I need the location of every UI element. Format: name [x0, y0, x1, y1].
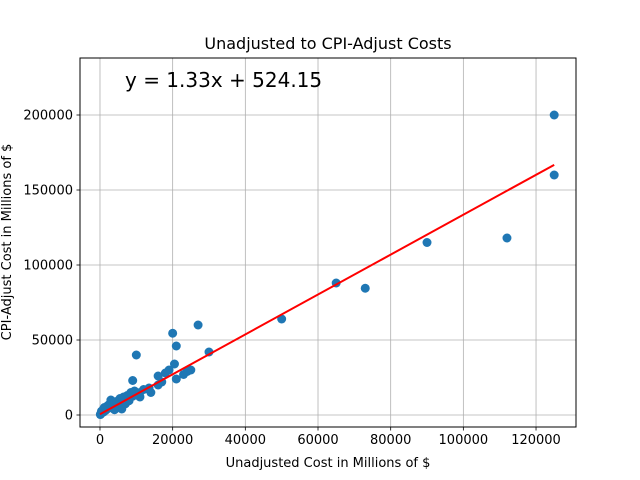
grid-lines [80, 58, 576, 427]
data-point [131, 350, 141, 360]
x-axis-ticks: 0 20000 40000 60000 80000 100000 120000 [96, 427, 561, 448]
y-axis-label: CPI-Adjust Cost in Millions of $ [0, 144, 15, 341]
data-point [549, 170, 559, 180]
fit-line [99, 163, 555, 416]
y-axis-ticks: 0 50000 100000 150000 200000 [23, 109, 80, 424]
data-point [153, 371, 163, 381]
chart-title: Unadjusted to CPI-Adjust Costs [204, 34, 451, 53]
data-point [169, 359, 179, 369]
x-tick-label: 100000 [439, 433, 489, 448]
y-tick-label: 0 [65, 409, 73, 424]
data-point [135, 392, 145, 402]
x-axis-label: Unadjusted Cost in Millions of $ [226, 456, 431, 471]
data-point [179, 370, 189, 379]
y-tick-label: 150000 [23, 184, 73, 199]
fit-line-layer [99, 163, 555, 416]
data-point [171, 374, 181, 384]
data-point [160, 368, 170, 378]
data-point [171, 341, 181, 351]
x-tick-label: 60000 [297, 433, 338, 448]
x-tick-label: 40000 [225, 433, 266, 448]
plot-frame [79, 57, 577, 428]
data-point [502, 233, 512, 243]
x-tick-label: 0 [96, 433, 104, 448]
data-point [549, 110, 559, 120]
x-tick-label: 120000 [511, 433, 561, 448]
y-tick-label: 100000 [23, 259, 73, 274]
x-tick-label: 20000 [152, 433, 193, 448]
data-point [128, 376, 138, 385]
y-tick-label: 50000 [32, 334, 73, 349]
x-tick-label: 80000 [370, 433, 411, 448]
data-point [193, 320, 203, 330]
y-tick-label: 200000 [23, 109, 73, 124]
regression-equation: y = 1.33x + 524.15 [125, 68, 322, 92]
data-point [422, 238, 432, 247]
data-point [168, 328, 178, 338]
data-point [360, 283, 370, 293]
